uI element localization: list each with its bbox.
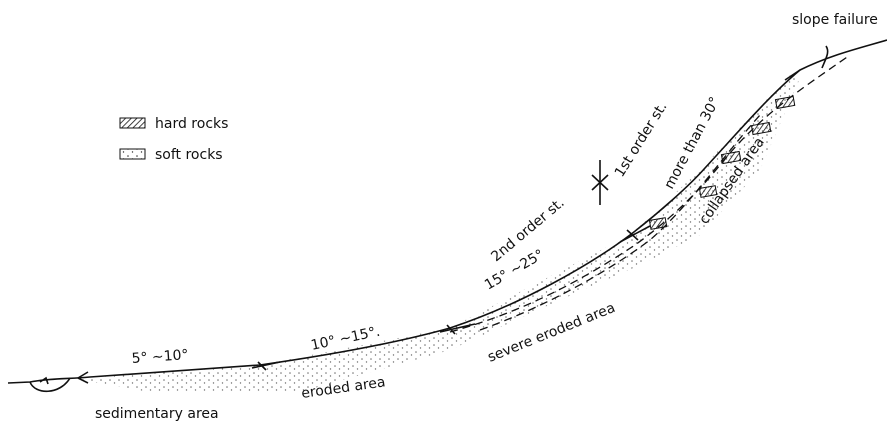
label: 5° ~10°: [131, 347, 189, 367]
dotted-ground: [70, 75, 800, 392]
boundary-marks: [39, 45, 829, 385]
subsurface-line: [449, 54, 851, 333]
legend-swatch-hard: [119, 117, 146, 129]
label: slope failure: [792, 12, 878, 28]
rock-blocks: [648, 95, 796, 230]
legend-swatch-soft: [119, 148, 146, 160]
label: 1st order st.: [612, 99, 671, 180]
label: sedimentary area: [95, 406, 219, 422]
depression: [29, 377, 71, 393]
legend-label: hard rocks: [155, 116, 228, 132]
legend-label: soft rocks: [155, 147, 223, 163]
